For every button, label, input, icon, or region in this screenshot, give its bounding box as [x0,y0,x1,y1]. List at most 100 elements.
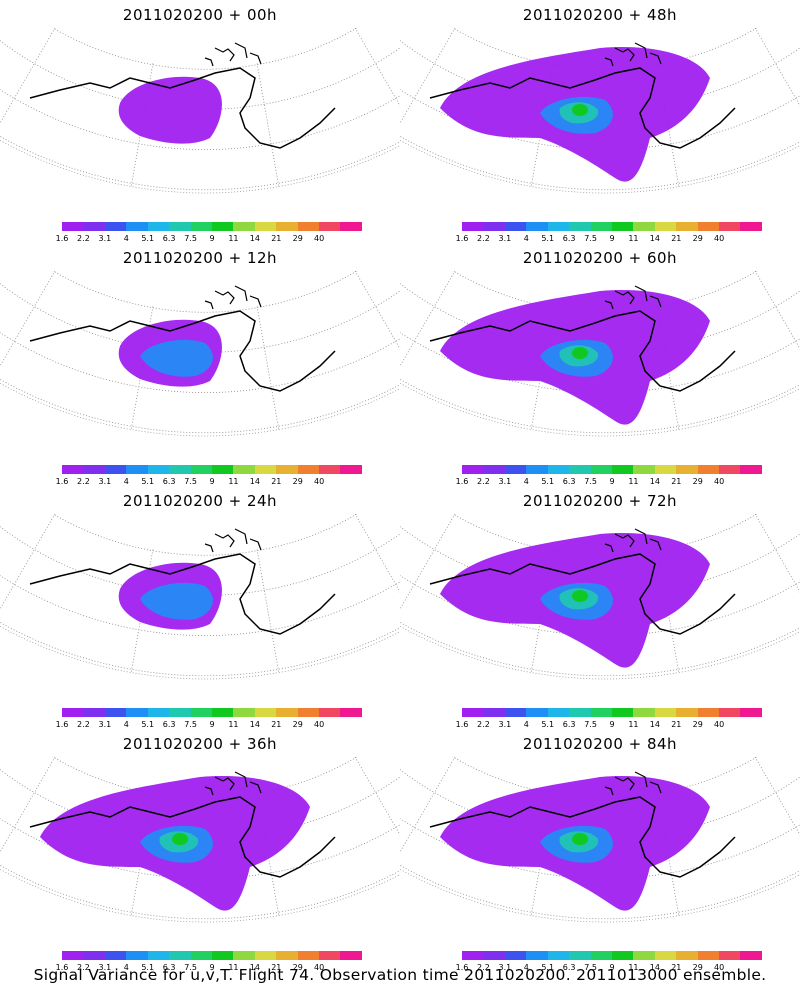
colorbar-tick-label: 6.3 [562,234,576,243]
colorbar-tick-label: 2.2 [77,477,90,486]
variance-field [440,47,710,182]
colorbar-tick-label: 14 [249,720,260,729]
colorbar-labels: 1.6 2.2 3.1 4 5.1 6.3 7.5 9 11 14 21 29 40 [456,234,762,244]
colorbar-segment [697,951,720,960]
colorbar-tick-label: 21 [671,477,682,486]
panel-title: 2011020200 + 48h [522,6,678,24]
polar-stereographic-map [400,271,800,437]
colorbar-segment [504,465,527,474]
colorbar-segment [126,222,148,231]
colorbar-tick-label: 4 [123,720,129,729]
variance-field [440,290,710,425]
colorbar-tick-label: 3.1 [98,720,112,729]
colorbar-segment [83,465,105,474]
colorbar-segment [547,465,570,474]
colorbar-segment [147,708,170,717]
colorbar-tick-label: 14 [649,477,660,486]
colorbar-segment [233,465,255,474]
colorbar-tick-label: 29 [292,234,303,243]
colorbar-segment [590,222,612,231]
colorbar-labels: 1.6 2.2 3.1 4 5.1 6.3 7.5 9 11 14 21 29 40 [56,720,362,730]
colorbar-tick-label: 21 [671,720,682,729]
colorbar-segment [462,222,484,231]
colorbar-tick-label: 21 [671,963,682,972]
colorbar-segment [169,951,191,960]
colorbar-segment [611,951,634,960]
colorbar-segment [190,465,212,474]
polar-stereographic-map [0,271,400,437]
colorbar-tick-label: 6.3 [162,477,176,486]
arctic-islands [604,528,662,553]
colorbar-segment [611,222,634,231]
colorbar-tick-label: 9 [609,477,615,486]
figure-caption: Signal Variance for u,v,T. Flight 74. Ob… [33,966,767,984]
graticule [0,28,400,194]
colorbar-labels: 1.6 2.2 3.1 4 5.1 6.3 7.5 9 11 14 21 29 40 [456,477,762,487]
colorbar-segment [611,708,634,717]
colorbar-tick-label: 29 [292,720,303,729]
colorbar-segment [254,951,277,960]
colorbar-tick-label: 2.2 [77,963,90,972]
colorbar-segment [147,951,170,960]
polar-stereographic-map [400,28,800,194]
colorbar-tick-label: 7.5 [184,720,197,729]
colorbar-segment [126,708,148,717]
variance-field [118,562,222,630]
colorbar-tick-label: 21 [271,477,282,486]
colorbar-segment [340,222,362,231]
colorbar-segment [126,465,148,474]
colorbar-tick-label: 40 [314,234,325,243]
colorbar-tick-label: 29 [692,963,703,972]
colorbar-tick-label: 3.1 [98,234,112,243]
colorbar-segment [676,708,698,717]
colorbar-segment [297,708,320,717]
variance-hotspot [572,347,588,359]
colorbar-segment [62,951,84,960]
colorbar-segment [547,951,570,960]
colorbar-tick-label: 2.2 [477,477,490,486]
colorbar-tick-label: 40 [714,720,725,729]
colorbar-tick-label: 9 [609,963,615,972]
colorbar-tick-label: 4 [123,963,129,972]
colorbar-tick-label: 4 [523,234,529,243]
colorbar-tick-label: 9 [209,234,215,243]
colorbar-segment [590,708,612,717]
colorbar-labels: 1.6 2.2 3.1 4 5.1 6.3 7.5 9 11 14 21 29 40 [56,963,362,973]
colorbar-tick-label: 7.5 [184,477,197,486]
graticule [0,271,400,437]
coastline [29,67,336,149]
panel-title: 2011020200 + 00h [122,6,278,24]
colorbar-tick-label: 9 [209,720,215,729]
colorbar-tick-label: 6.3 [162,720,176,729]
colorbar-segment [504,222,527,231]
colorbar-tick-label: 14 [649,720,660,729]
coastline [429,67,736,149]
polar-stereographic-map [0,757,400,923]
colorbar-segment [526,708,548,717]
coastline [29,553,336,635]
colorbar-segment [126,951,148,960]
arctic-islands [604,771,662,796]
colorbar-tick-label: 5.1 [141,720,155,729]
map-panel: 2011020200 + 60h 1.6 2.2 3.1 4 5.1 6.3 7.5 9 11 14… [400,243,800,488]
colorbar-segment [483,222,505,231]
colorbar-segment [147,465,170,474]
colorbar-tick-label: 3.1 [498,720,512,729]
polar-stereographic-map [400,514,800,680]
panel-title: 2011020200 + 36h [122,735,278,753]
polar-stereographic-map [400,757,800,923]
colorbar-segment [719,708,741,717]
colorbar [62,465,362,474]
colorbar-tick-label: 14 [649,963,660,972]
colorbar-tick-label: 14 [649,234,660,243]
colorbar-tick-label: 2.2 [77,234,90,243]
colorbar-segment [483,951,505,960]
colorbar-tick-label: 11 [628,477,639,486]
colorbar-segment [276,708,298,717]
map-panel: 2011020200 + 12h 1.6 2.2 3.1 4 5.1 6.3 7.5 9 11 14… [0,243,400,488]
colorbar-tick-label: 5.1 [141,477,155,486]
colorbar-segment [297,951,320,960]
colorbar-segment [740,951,762,960]
colorbar-tick-label: 29 [292,477,303,486]
arctic-islands [204,285,262,310]
